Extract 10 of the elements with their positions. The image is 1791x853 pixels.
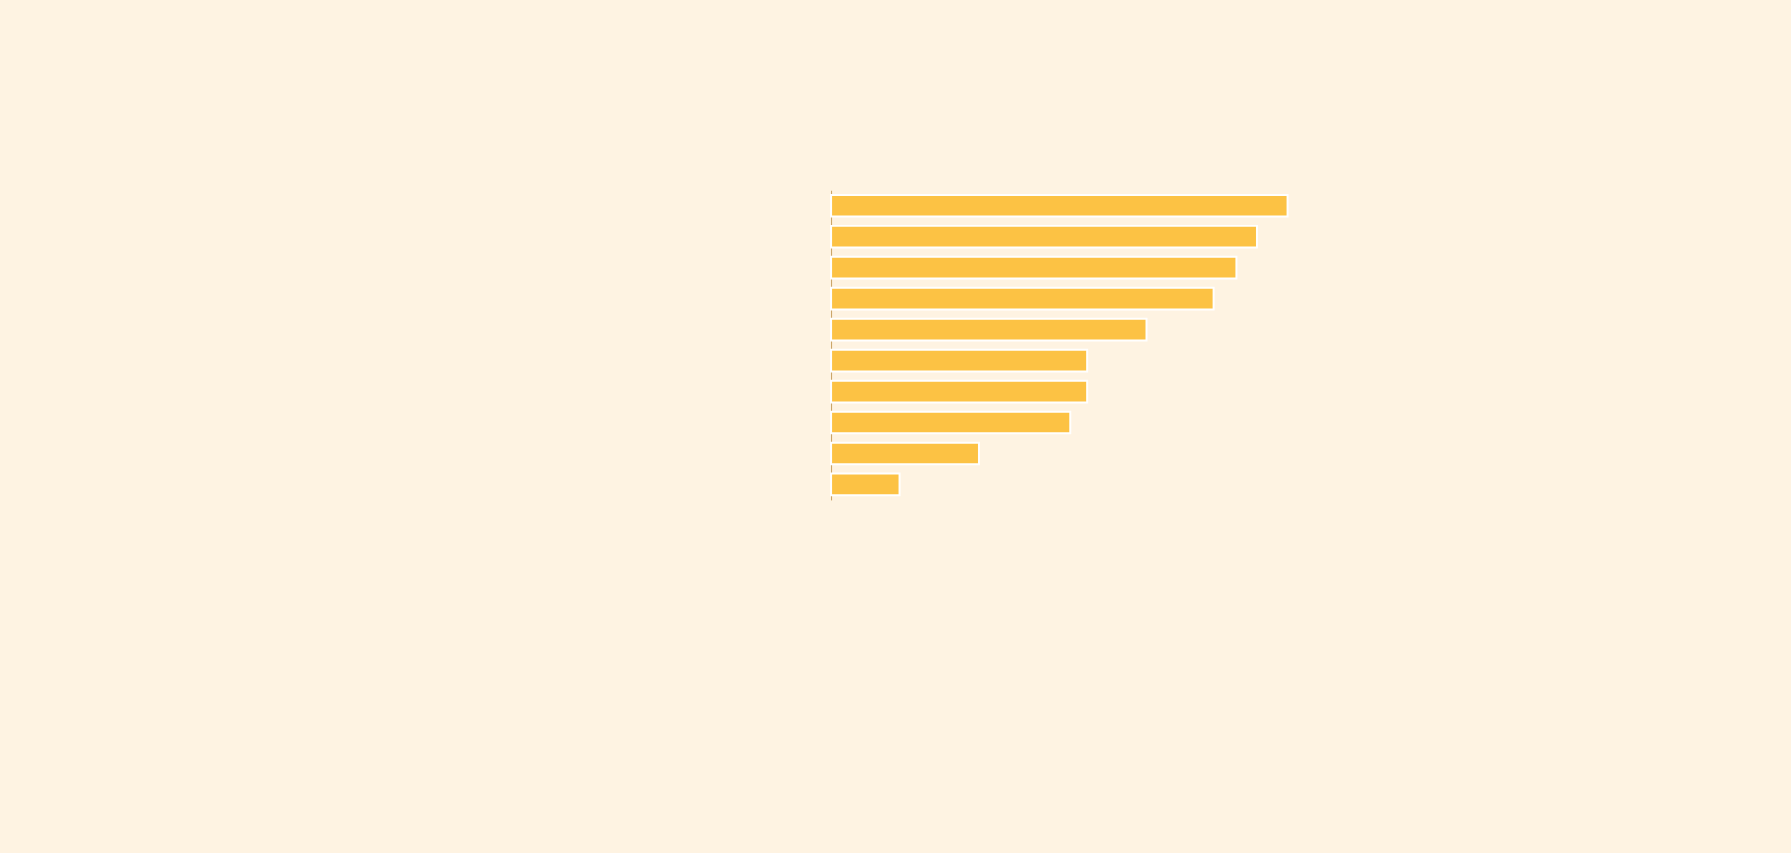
bar bbox=[830, 348, 1089, 373]
bar bbox=[830, 317, 1148, 342]
bar bbox=[830, 472, 901, 497]
bar bbox=[830, 224, 1258, 249]
bar bbox=[830, 379, 1089, 404]
bar bbox=[830, 255, 1238, 280]
bar bbox=[830, 286, 1215, 311]
bar bbox=[830, 410, 1072, 435]
bar bbox=[830, 193, 1289, 218]
bar bbox=[830, 441, 980, 466]
